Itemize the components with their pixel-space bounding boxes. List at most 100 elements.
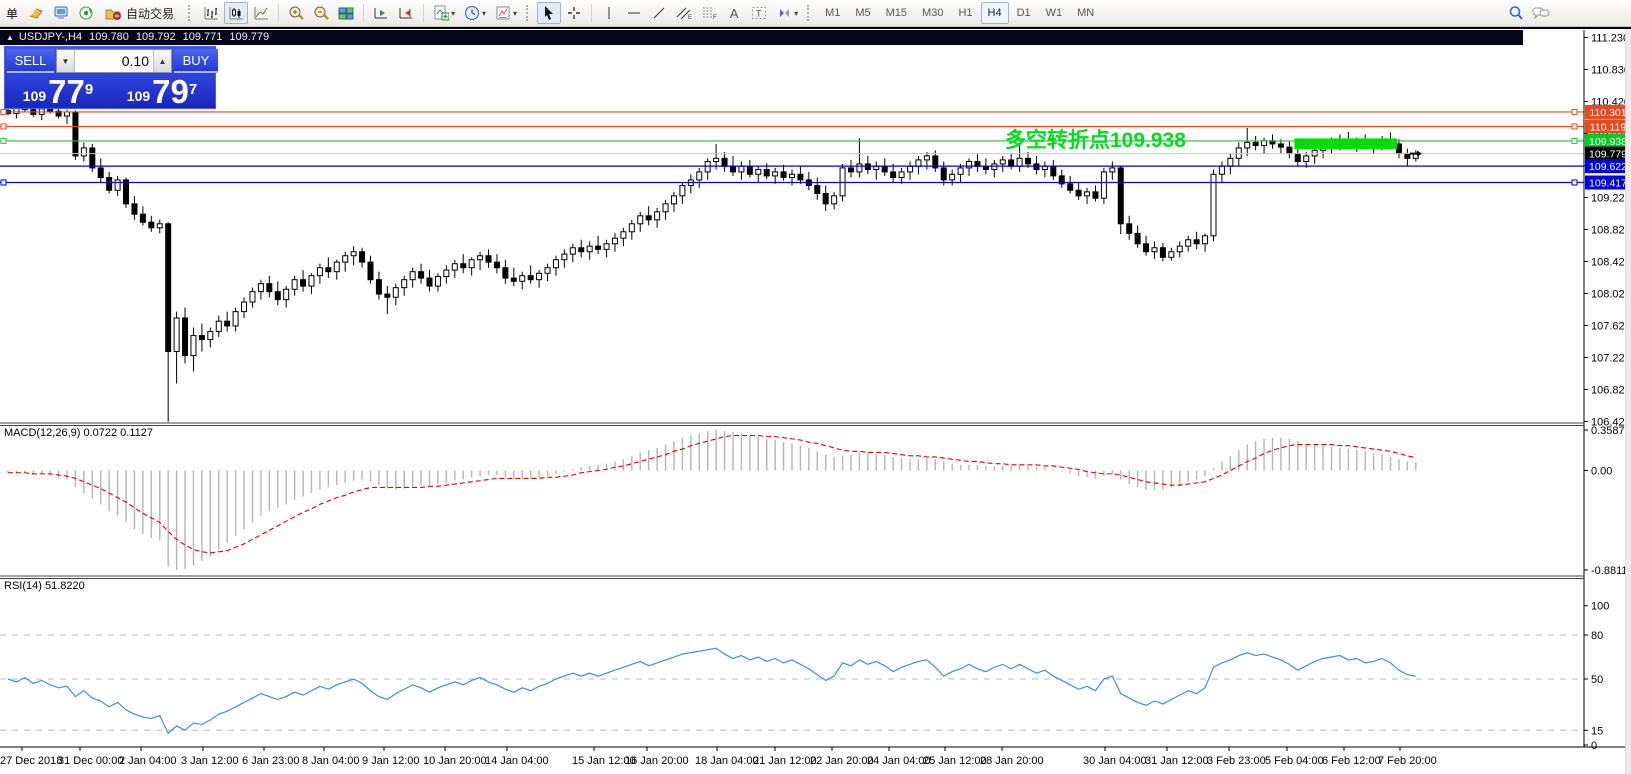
time-axis-label: 25 Jan 12:00 [923, 755, 987, 767]
line-handle[interactable] [1571, 179, 1578, 186]
chart-shift-icon[interactable] [394, 2, 418, 24]
time-axis-label: 30 Jan 04:00 [1083, 755, 1147, 767]
zoom-out-icon[interactable] [309, 2, 333, 24]
zoom-in-icon[interactable] [284, 2, 308, 24]
price-badge [1585, 175, 1631, 190]
line-handle[interactable] [1571, 123, 1578, 130]
price-axis-label: 108.020 [1591, 289, 1631, 301]
time-axis-label: 31 Dec 00:00 [58, 755, 123, 767]
line-handle[interactable] [0, 137, 7, 144]
sell-price-major: 109 [22, 88, 47, 104]
chart-title-bar: ▲ USDJPY-,H4 109.780 109.792 109.771 109.779 [0, 30, 1523, 45]
autotrading-button[interactable]: 自动交易 [99, 2, 183, 24]
price-axis-label: 107.220 [1591, 353, 1631, 365]
window-border [0, 27, 1631, 29]
rsi-scale-label: 50 [1591, 674, 1603, 686]
time-axis-label: 10 Jan 20:00 [423, 755, 487, 767]
toolbar-drag-handle[interactable] [526, 5, 532, 21]
price-axis-label: 108.420 [1591, 257, 1631, 269]
time-axis-label: 15 Jan 12:00 [572, 755, 636, 767]
volume-decrease-button[interactable]: ▼ [57, 50, 75, 72]
sell-button[interactable]: SELL [7, 49, 54, 73]
autoscroll-icon[interactable] [369, 2, 393, 24]
buy-button[interactable]: BUY [174, 49, 218, 73]
macd-signal-line [8, 434, 1416, 554]
price-axis-label: 107.620 [1591, 321, 1631, 333]
rsi-scale-label: 0 [1591, 740, 1597, 752]
macd-scale-label: 0.00 [1591, 466, 1612, 478]
pivot-annotation[interactable]: 多空转折点109.938 [1005, 128, 1186, 152]
timeframe-m1[interactable]: M1 [825, 7, 841, 19]
crosshair-icon[interactable] [562, 2, 586, 24]
line-handle[interactable] [0, 179, 7, 186]
time-axis-label: 6 Feb 12:00 [1322, 755, 1381, 767]
timeframe-h4[interactable]: H4 [980, 2, 1009, 24]
svg-text:T: T [756, 9, 762, 19]
price-axis-label: 111.230 [1591, 33, 1629, 45]
timeframe-m15[interactable]: M15 [885, 7, 908, 19]
time-axis-label: 21 Jan 12:00 [753, 755, 817, 767]
line-handle[interactable] [1571, 108, 1578, 115]
time-axis-label: 3 Jan 12:00 [181, 755, 239, 767]
rsi-scale-label: 15 [1591, 725, 1603, 737]
new-order-button[interactable]: 单 [6, 6, 19, 21]
timeframe-d1[interactable]: D1 [1016, 7, 1031, 19]
timeframe-m30[interactable]: M30 [922, 7, 944, 19]
signal-icon[interactable] [74, 2, 98, 24]
channel-icon[interactable]: E [672, 2, 696, 24]
notes-icon[interactable] [24, 2, 48, 24]
chart-bars-icon[interactable] [199, 2, 223, 24]
svg-text:E: E [688, 15, 692, 21]
cursor-icon[interactable] [537, 2, 562, 24]
time-axis-label: 31 Jan 12:00 [1145, 755, 1209, 767]
ohlc-high: 109.792 [135, 31, 176, 43]
templates-icon[interactable]: ▾ [491, 2, 521, 24]
terminal-icon[interactable] [49, 2, 73, 24]
toolbar-drag-handle[interactable] [807, 5, 813, 21]
chart-line-icon[interactable] [249, 2, 273, 24]
buy-price[interactable]: 109 79 7 [111, 75, 213, 108]
autotrading-label: 自动交易 [126, 6, 175, 21]
buy-price-point: 7 [188, 81, 198, 98]
collapse-triangle-icon[interactable]: ▲ [6, 33, 14, 42]
indicators-icon[interactable]: ▾ [429, 2, 459, 24]
rsi-label: RSI(14) 51.8220 [4, 580, 85, 592]
vertical-line-icon[interactable] [597, 2, 621, 24]
time-axis-label: 2 Jan 04:00 [119, 755, 177, 767]
chat-icon[interactable] [1529, 2, 1553, 24]
timeframe-w1[interactable]: W1 [1045, 7, 1063, 19]
price-badge-label: 110.119 [1590, 121, 1627, 133]
price-badge-label: 109.779 [1589, 149, 1627, 161]
price-axis-label: 106.420 [1591, 417, 1631, 429]
line-handle[interactable] [1571, 137, 1578, 144]
macd-label: MACD(12,26,9) 0.0722 0.1127 [4, 427, 153, 439]
symbol-title: USDJPY-,H4 [18, 31, 83, 43]
price-badge-label: 109.417 [1589, 178, 1627, 190]
arrows-icon[interactable]: ▾ [772, 2, 802, 24]
line-handle[interactable] [0, 108, 7, 115]
fibonacci-icon[interactable]: F [697, 2, 721, 24]
time-axis-label: 16 Jan 20:00 [625, 755, 689, 767]
text-label-icon[interactable]: T [747, 2, 771, 24]
search-icon[interactable] [1504, 2, 1528, 24]
timeframe-m5[interactable]: M5 [855, 7, 871, 19]
volume-increase-button[interactable]: ▲ [153, 50, 171, 72]
tile-windows-icon[interactable] [334, 2, 358, 24]
main-toolbar: 单 自动交易 ▾ ▾ ▾ E [0, 0, 1631, 27]
time-axis-label: 18 Jan 04:00 [695, 755, 759, 767]
highlight-rectangle[interactable] [1294, 138, 1398, 150]
rsi-line [7, 647, 1416, 735]
price-badge-label: 109.622 [1589, 161, 1627, 173]
timeframe-mn[interactable]: MN [1077, 7, 1095, 19]
volume-input[interactable] [75, 50, 153, 72]
toolbar-drag-handle[interactable] [188, 5, 194, 21]
time-axis-label: 6 Jan 23:00 [242, 755, 300, 767]
sell-price[interactable]: 109 77 9 [7, 75, 109, 108]
trendline-icon[interactable] [647, 2, 671, 24]
timeframe-h1[interactable]: H1 [958, 7, 973, 19]
chart-candles-icon[interactable] [224, 2, 249, 24]
text-icon[interactable]: A [729, 5, 739, 21]
horizontal-line-icon[interactable] [622, 2, 646, 24]
line-handle[interactable] [0, 123, 7, 130]
periods-icon[interactable]: ▾ [460, 2, 490, 24]
